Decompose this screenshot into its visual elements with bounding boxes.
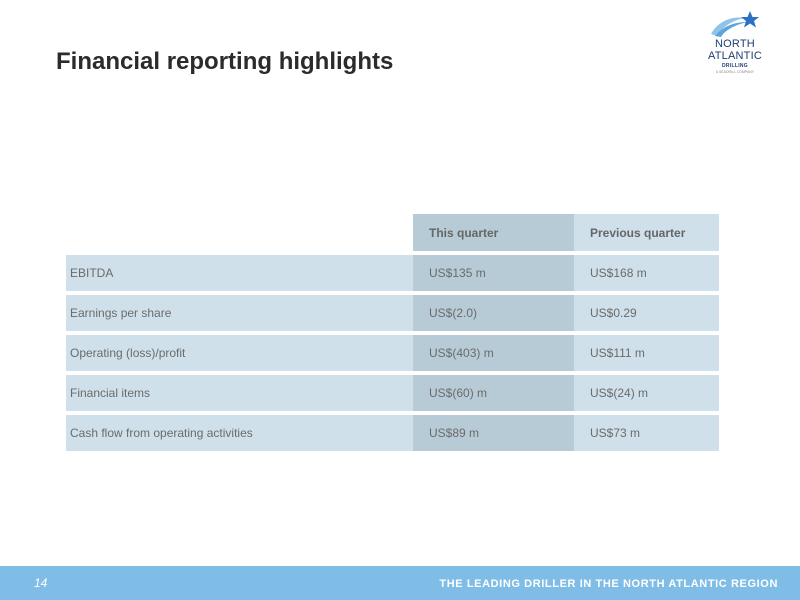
row-previous-quarter: US$111 m bbox=[574, 335, 719, 371]
table-row: EBITDA US$135 m US$168 m bbox=[66, 255, 719, 291]
header-cell-blank bbox=[66, 214, 413, 251]
table-row: Operating (loss)/profit US$(403) m US$11… bbox=[66, 335, 719, 371]
logo-text-drilling: DRILLING bbox=[721, 63, 748, 69]
row-label: Financial items bbox=[66, 375, 413, 411]
row-label: Operating (loss)/profit bbox=[66, 335, 413, 371]
row-label: Cash flow from operating activities bbox=[66, 415, 413, 451]
logo-text-company: A SEADRILL COMPANY bbox=[715, 70, 755, 74]
row-this-quarter: US$135 m bbox=[413, 255, 574, 291]
table-row: Earnings per share US$(2.0) US$0.29 bbox=[66, 295, 719, 331]
footer-bar: 14 THE LEADING DRILLER IN THE NORTH ATLA… bbox=[0, 566, 800, 600]
header-cell-this-quarter: This quarter bbox=[413, 214, 574, 251]
row-this-quarter: US$(2.0) bbox=[413, 295, 574, 331]
row-this-quarter: US$(403) m bbox=[413, 335, 574, 371]
row-previous-quarter: US$0.29 bbox=[574, 295, 719, 331]
page-number: 14 bbox=[34, 576, 48, 590]
row-previous-quarter: US$168 m bbox=[574, 255, 719, 291]
row-this-quarter: US$(60) m bbox=[413, 375, 574, 411]
logo-text-atlantic: ATLANTIC bbox=[708, 50, 762, 62]
logo-star-icon bbox=[711, 11, 759, 37]
row-previous-quarter: US$(24) m bbox=[574, 375, 719, 411]
row-label: Earnings per share bbox=[66, 295, 413, 331]
table-row: Financial items US$(60) m US$(24) m bbox=[66, 375, 719, 411]
financial-highlights-table: This quarter Previous quarter EBITDA US$… bbox=[66, 214, 719, 455]
header-cell-previous-quarter: Previous quarter bbox=[574, 214, 719, 251]
row-this-quarter: US$89 m bbox=[413, 415, 574, 451]
row-previous-quarter: US$73 m bbox=[574, 415, 719, 451]
table-header-row: This quarter Previous quarter bbox=[66, 214, 719, 251]
table-row: Cash flow from operating activities US$8… bbox=[66, 415, 719, 451]
logo-text-north: NORTH bbox=[715, 38, 755, 50]
footer-tagline: THE LEADING DRILLER IN THE NORTH ATLANTI… bbox=[439, 578, 778, 590]
page-title: Financial reporting highlights bbox=[56, 48, 394, 75]
row-label: EBITDA bbox=[66, 255, 413, 291]
company-logo: NORTH ATLANTIC DRILLING A SEADRILL COMPA… bbox=[700, 10, 770, 90]
